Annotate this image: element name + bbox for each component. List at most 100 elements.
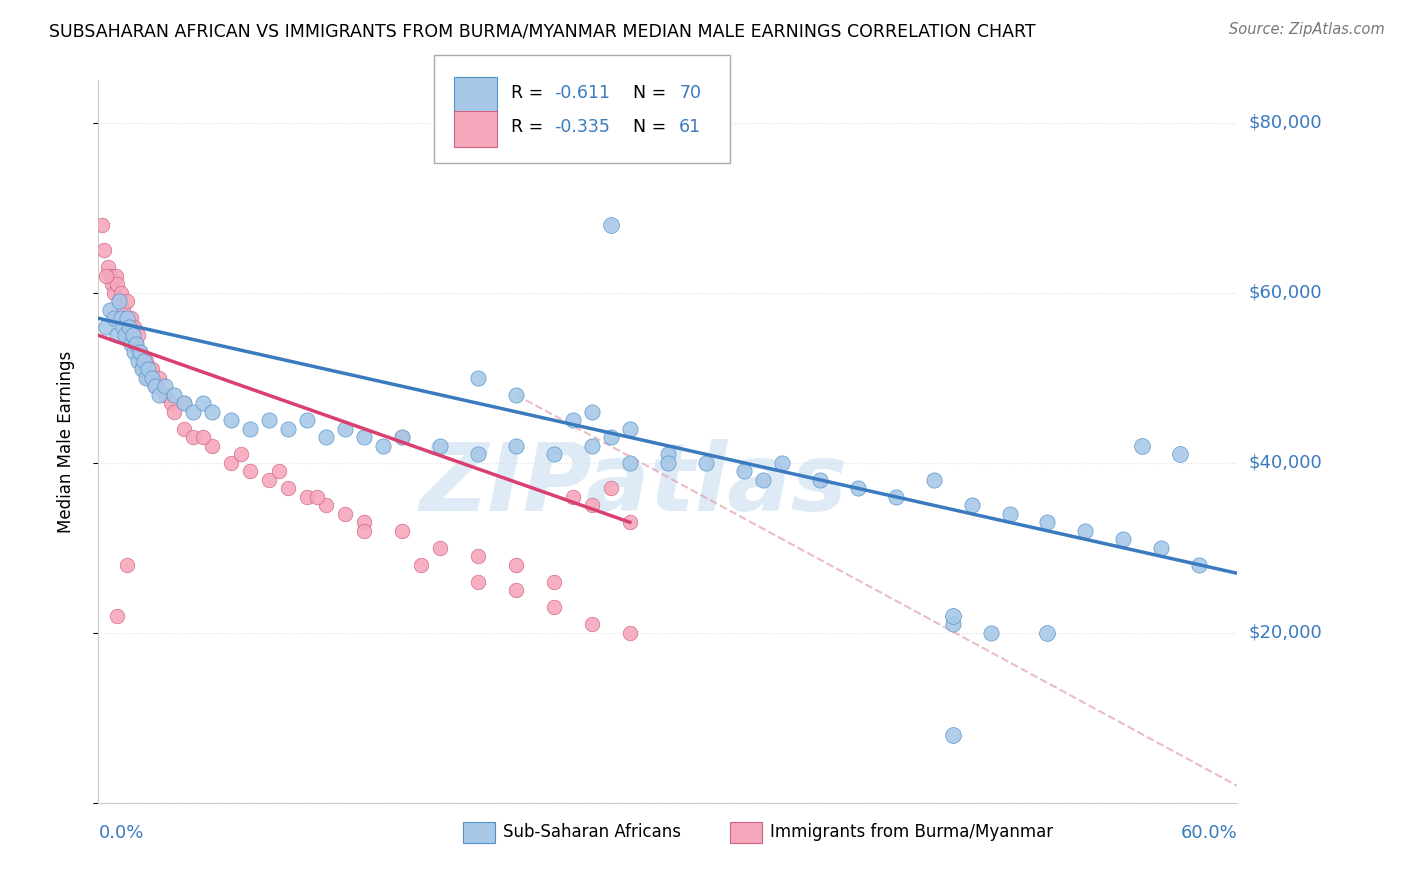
Y-axis label: Median Male Earnings: Median Male Earnings [56,351,75,533]
Point [1150,541,1173,555]
Point [103,285,125,300]
Point [124,345,146,359]
Point [259,413,281,427]
Point [239,422,262,436]
FancyBboxPatch shape [463,822,495,843]
Point [619,625,641,640]
Point [942,617,965,632]
Point [505,388,527,402]
Point [884,490,907,504]
Point [120,336,142,351]
Point [124,319,146,334]
Point [125,336,148,351]
Point [107,328,129,343]
Point [120,311,142,326]
Point [619,422,641,436]
Point [239,464,262,478]
Point [136,362,159,376]
Point [467,574,489,589]
Point [98,268,121,283]
Point [1112,533,1135,547]
Text: 0.0%: 0.0% [98,823,143,841]
FancyBboxPatch shape [454,77,498,112]
Point [619,516,641,530]
Point [600,218,623,232]
Point [752,473,775,487]
Text: $80,000: $80,000 [1249,114,1322,132]
Point [173,396,195,410]
Point [960,498,983,512]
Point [98,302,121,317]
Point [148,371,170,385]
Point [581,405,603,419]
Point [112,302,135,317]
Point [267,464,290,478]
Point [107,608,129,623]
Point [353,524,375,538]
Point [201,439,224,453]
Point [114,328,136,343]
Text: R =: R = [510,119,548,136]
Point [100,277,122,292]
Point [163,405,186,419]
Point [505,558,527,572]
Point [118,319,141,334]
Text: -0.335: -0.335 [554,119,610,136]
Point [191,396,214,410]
Point [467,447,489,461]
Point [429,439,451,453]
Point [127,328,149,343]
Point [846,481,869,495]
Point [1036,516,1059,530]
Point [391,430,413,444]
Text: Source: ZipAtlas.com: Source: ZipAtlas.com [1229,22,1385,37]
Point [657,447,679,461]
Point [93,244,115,258]
Point [141,362,163,376]
Point [229,447,252,461]
Point [942,728,965,742]
Text: ZIPatlas: ZIPatlas [419,439,848,531]
Point [163,388,186,402]
Point [335,507,357,521]
Point [543,600,565,615]
Point [1188,558,1211,572]
Point [581,439,603,453]
Point [259,473,281,487]
Point [183,405,205,419]
Point [297,413,319,427]
Point [183,430,205,444]
Point [110,285,132,300]
Point [115,558,138,572]
Point [91,218,114,232]
Point [297,490,319,504]
Text: R =: R = [510,84,548,103]
Point [153,379,176,393]
Point [733,464,755,478]
Point [391,430,413,444]
Point [131,353,153,368]
Point [619,456,641,470]
Point [581,617,603,632]
Point [467,549,489,564]
Point [173,422,195,436]
Point [543,447,565,461]
Point [110,311,132,326]
Point [118,319,141,334]
Point [129,345,152,359]
Point [600,481,623,495]
FancyBboxPatch shape [454,111,498,147]
Point [131,362,153,376]
Point [562,413,585,427]
Point [145,379,167,393]
Point [135,353,157,368]
Point [581,498,603,512]
FancyBboxPatch shape [434,55,731,163]
Point [1170,447,1192,461]
Point [112,319,135,334]
Point [942,608,965,623]
Point [153,388,176,402]
Text: 61: 61 [679,119,702,136]
Point [125,336,148,351]
Point [979,625,1001,640]
